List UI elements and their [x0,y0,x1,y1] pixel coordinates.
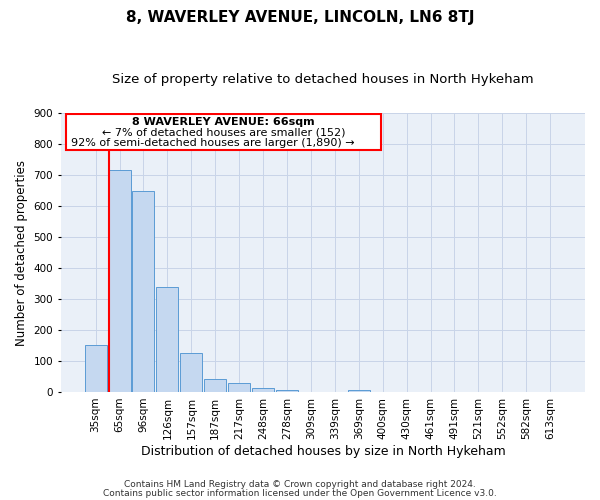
Bar [109,170,131,392]
Bar [85,345,107,392]
Bar [204,379,226,392]
Bar [276,390,298,392]
Bar [252,388,274,392]
Text: ← 7% of detached houses are smaller (152): ← 7% of detached houses are smaller (152… [101,128,345,138]
Bar [348,390,370,392]
Text: 92% of semi-detached houses are larger (1,890) →: 92% of semi-detached houses are larger (… [71,138,355,148]
Text: Contains public sector information licensed under the Open Government Licence v3: Contains public sector information licen… [103,490,497,498]
Y-axis label: Number of detached properties: Number of detached properties [15,160,28,346]
Bar [181,352,202,392]
Text: 8 WAVERLEY AVENUE: 66sqm: 8 WAVERLEY AVENUE: 66sqm [132,117,314,127]
Bar [228,382,250,392]
Title: Size of property relative to detached houses in North Hykeham: Size of property relative to detached ho… [112,72,534,86]
Text: 8, WAVERLEY AVENUE, LINCOLN, LN6 8TJ: 8, WAVERLEY AVENUE, LINCOLN, LN6 8TJ [126,10,474,25]
Text: Contains HM Land Registry data © Crown copyright and database right 2024.: Contains HM Land Registry data © Crown c… [124,480,476,489]
Bar [157,286,178,392]
X-axis label: Distribution of detached houses by size in North Hykeham: Distribution of detached houses by size … [140,444,505,458]
Bar [133,191,154,392]
FancyBboxPatch shape [66,114,380,150]
